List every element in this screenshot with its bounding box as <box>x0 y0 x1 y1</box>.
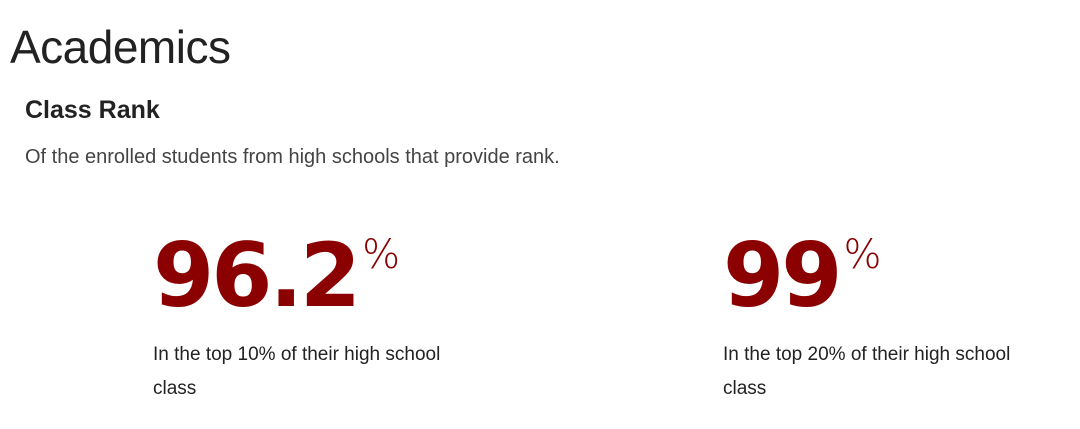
section-description: Of the enrolled students from high schoo… <box>25 146 560 168</box>
stat-value: 99 % <box>723 228 1053 328</box>
stat-value: 96.2 % <box>153 228 483 328</box>
stat-number: 99 <box>723 224 842 327</box>
stat-number: 96.2 <box>153 224 361 327</box>
stat-label: In the top 20% of their high school clas… <box>723 344 1011 399</box>
stat-top-20-percent: 99 % In the top 20% of their high school… <box>723 228 1053 406</box>
stat-unit: % <box>362 232 401 278</box>
stat-unit: % <box>843 232 882 278</box>
page-title: Academics <box>10 21 231 73</box>
stat-top-10-percent: 96.2 % In the top 10% of their high scho… <box>153 228 483 406</box>
section-subtitle: Class Rank <box>25 96 160 124</box>
stat-label: In the top 10% of their high school clas… <box>153 344 441 399</box>
